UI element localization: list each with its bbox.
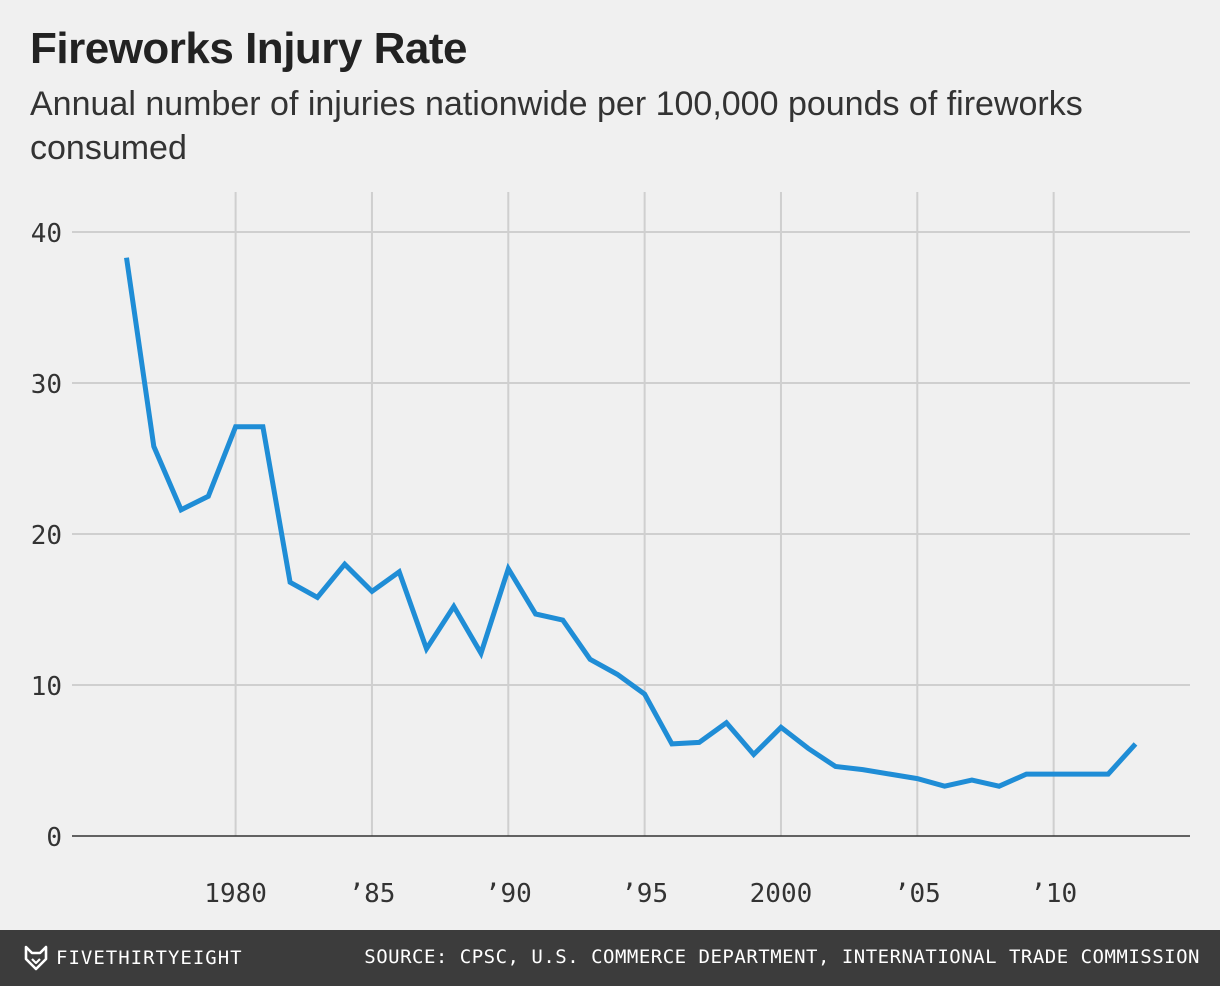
y-tick-label: 30: [31, 370, 62, 400]
series-line: [124, 257, 1138, 789]
x-tick-label: ’90: [485, 879, 532, 909]
axis-layer: 0 10 20 30 40 1980 ’85 ’90 ’95 2000 ’05 ’10: [31, 219, 1190, 909]
x-tick-label: ’85: [348, 879, 395, 909]
fivethirtyeight-logo: FIVETHIRTYEIGHT: [24, 944, 243, 972]
series-layer: [124, 257, 1138, 789]
grid-layer: [72, 192, 1190, 836]
x-tick-label: 2000: [750, 879, 813, 909]
fox-logo-icon: [24, 945, 48, 971]
footer-bar: FIVETHIRTYEIGHT SOURCE: CPSC, U.S. COMME…: [0, 930, 1220, 986]
x-tick-label: 1980: [204, 879, 267, 909]
source-note: SOURCE: CPSC, U.S. COMMERCE DEPARTMENT, …: [364, 946, 1200, 968]
y-tick-label: 0: [46, 823, 62, 853]
line-chart: 0 10 20 30 40 1980 ’85 ’90 ’95 2000 ’05 ’10: [31, 192, 1190, 909]
chart-title: Fireworks Injury Rate: [30, 24, 467, 73]
y-tick-label: 10: [31, 672, 62, 702]
x-tick-label: ’95: [621, 879, 668, 909]
x-tick-label: ’10: [1030, 879, 1077, 909]
y-tick-label: 20: [31, 521, 62, 551]
chart-subtitle: Annual number of injuries nationwide per…: [30, 85, 1083, 167]
y-tick-label: 40: [31, 219, 62, 249]
x-tick-label: ’05: [894, 879, 941, 909]
logo-text: FIVETHIRTYEIGHT: [56, 947, 243, 969]
